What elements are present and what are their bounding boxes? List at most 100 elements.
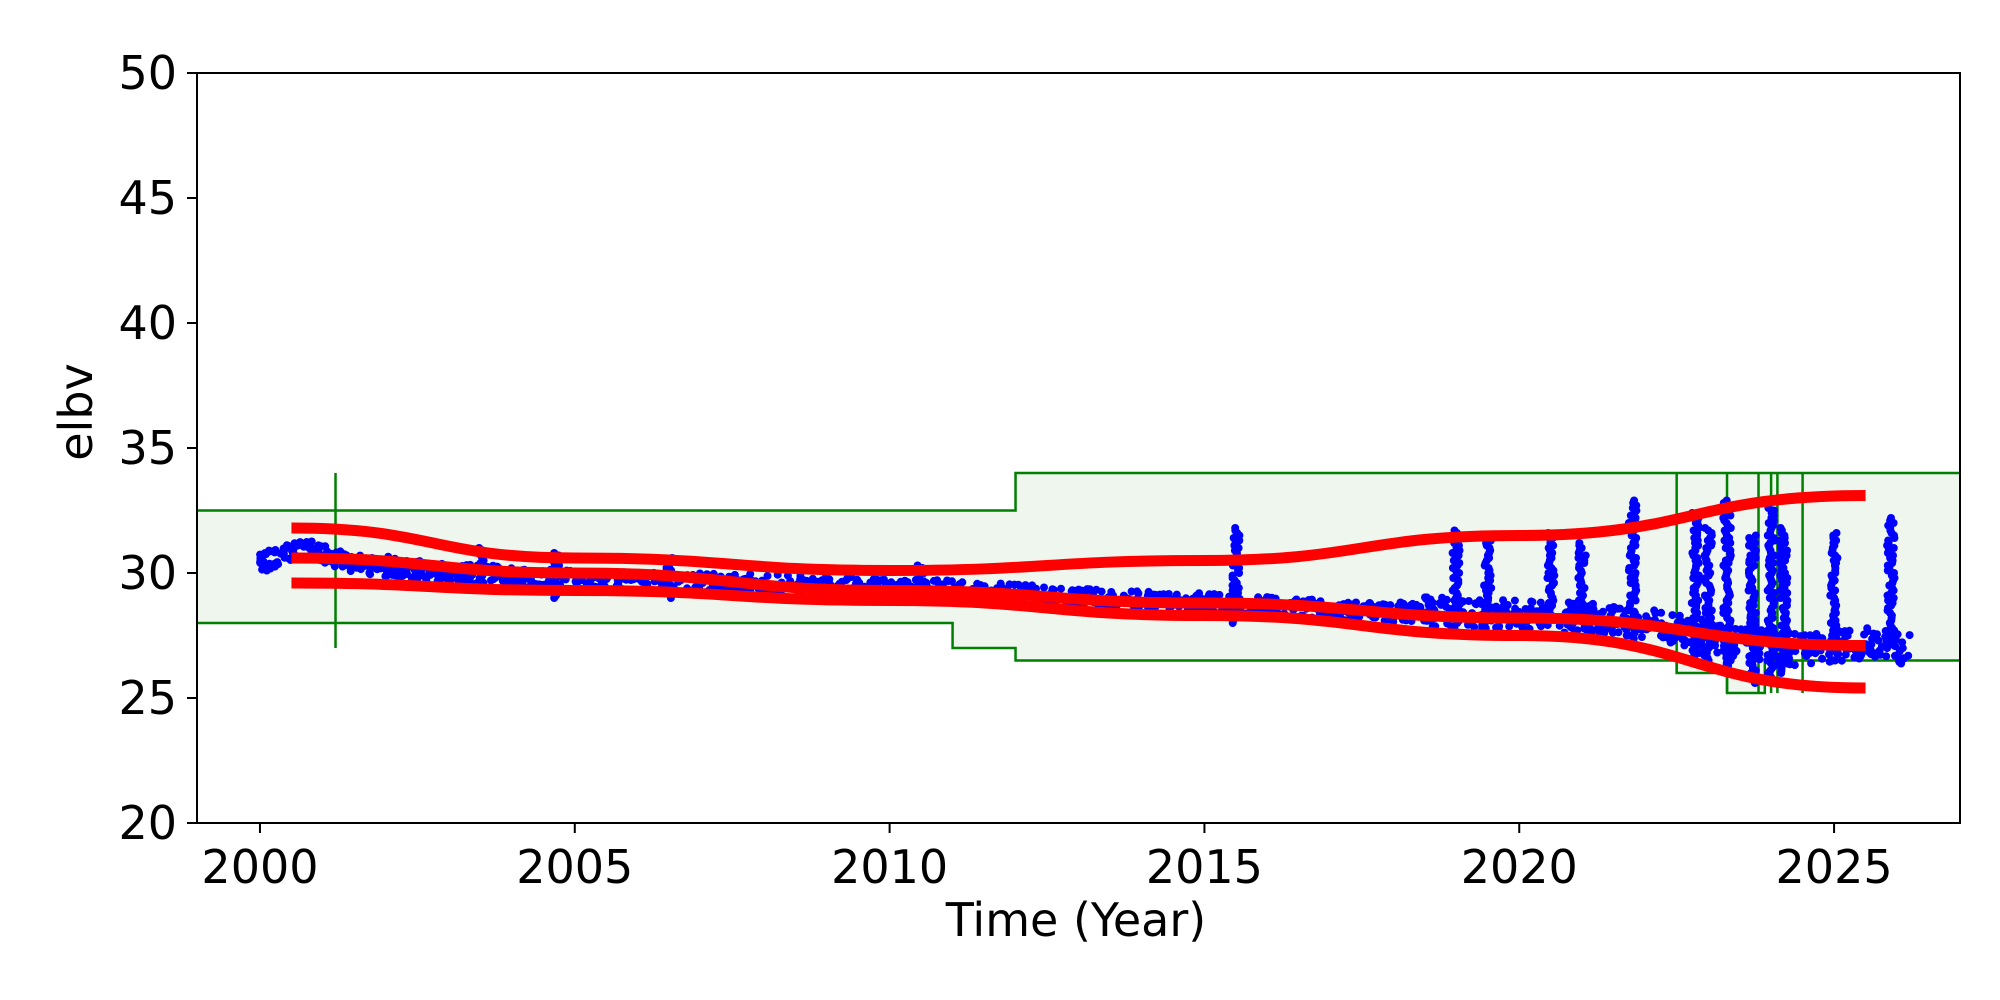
data-point xyxy=(1472,600,1481,609)
y-tick-label: 45 xyxy=(118,171,177,225)
data-point xyxy=(373,565,382,574)
fit-line-1 xyxy=(291,490,1866,577)
data-point xyxy=(1887,514,1895,522)
data-point xyxy=(1871,634,1880,643)
data-point xyxy=(1850,653,1859,662)
data-point xyxy=(1865,648,1873,656)
data-point xyxy=(929,576,938,585)
data-point xyxy=(1884,536,1893,545)
data-point xyxy=(1231,524,1240,532)
data-point xyxy=(1882,652,1891,661)
data-point xyxy=(1807,659,1816,668)
plot-frame xyxy=(196,72,1961,824)
data-point xyxy=(330,562,339,571)
data-point xyxy=(1668,611,1677,620)
data-point xyxy=(1511,604,1520,613)
data-point xyxy=(435,572,443,581)
data-point xyxy=(293,541,302,550)
data-point xyxy=(1632,554,1640,562)
data-point xyxy=(1790,661,1799,670)
data-point xyxy=(1826,657,1835,666)
data-point xyxy=(1586,625,1595,633)
data-point xyxy=(1800,631,1809,640)
data-point xyxy=(879,575,888,584)
y-axis-label: elbv xyxy=(49,363,103,461)
data-point xyxy=(1800,649,1809,658)
y-tick-label: 25 xyxy=(118,671,177,725)
data-point xyxy=(1521,605,1530,613)
data-point xyxy=(1905,631,1914,640)
x-axis-label: Time (Year) xyxy=(945,893,1206,947)
data-point xyxy=(1442,602,1451,611)
data-point xyxy=(1085,585,1094,594)
data-point xyxy=(1536,598,1545,607)
data-point xyxy=(1898,638,1907,647)
data-point xyxy=(853,575,862,584)
data-point xyxy=(1745,534,1754,542)
data-point xyxy=(763,571,772,580)
y-tick-label: 20 xyxy=(118,796,177,850)
data-point xyxy=(399,566,407,575)
data-point xyxy=(1581,551,1590,560)
data-point xyxy=(1676,616,1685,625)
y-tick-label: 35 xyxy=(118,421,177,475)
data-point xyxy=(1889,634,1898,642)
data-point xyxy=(1651,609,1660,618)
data-point xyxy=(1751,531,1760,540)
data-point xyxy=(299,542,308,551)
data-point xyxy=(1731,625,1740,633)
data-point xyxy=(1904,651,1913,660)
data-point xyxy=(1895,657,1903,665)
data-point xyxy=(1564,598,1573,607)
x-tick-label: 2015 xyxy=(1146,840,1263,894)
data-point xyxy=(1442,595,1451,604)
data-point xyxy=(259,562,268,570)
data-point xyxy=(1614,628,1623,637)
data-point xyxy=(1057,584,1065,593)
data-point xyxy=(1464,597,1473,605)
data-point xyxy=(1447,622,1456,631)
data-point xyxy=(1005,580,1014,589)
data-point xyxy=(366,565,375,574)
data-point xyxy=(1605,604,1614,613)
y-tick-label: 30 xyxy=(118,546,177,600)
data-point xyxy=(382,572,391,581)
data-point xyxy=(973,579,982,588)
y-tick-label: 40 xyxy=(118,296,177,350)
data-point xyxy=(1492,623,1501,632)
data-point xyxy=(1837,656,1846,665)
data-point xyxy=(1527,597,1536,606)
data-point xyxy=(1408,599,1417,608)
data-point xyxy=(280,553,289,562)
data-point xyxy=(1598,607,1607,616)
data-point xyxy=(1889,544,1898,552)
data-point xyxy=(614,579,623,588)
data-point xyxy=(586,578,595,587)
data-point xyxy=(307,537,316,546)
data-point xyxy=(1172,590,1181,599)
data-point xyxy=(1144,587,1153,596)
data-point xyxy=(1856,652,1865,661)
data-point xyxy=(1435,599,1444,608)
data-point xyxy=(1776,524,1785,532)
data-point xyxy=(1713,648,1722,657)
fit-line-3 xyxy=(291,577,1866,694)
data-point xyxy=(1134,589,1143,598)
data-point xyxy=(284,542,293,551)
data-point xyxy=(1630,496,1639,505)
data-point xyxy=(338,562,347,571)
data-point xyxy=(1642,612,1651,621)
data-point xyxy=(1040,583,1048,592)
data-point xyxy=(1668,637,1677,646)
data-point xyxy=(1386,601,1395,610)
data-point xyxy=(1470,623,1479,632)
data-point xyxy=(808,574,817,583)
data-point xyxy=(1594,627,1603,636)
data-point xyxy=(407,573,416,582)
x-tick-label: 2025 xyxy=(1776,840,1893,894)
data-point xyxy=(1631,569,1640,577)
data-point xyxy=(1235,564,1244,572)
data-point xyxy=(271,562,279,571)
data-point xyxy=(1860,630,1869,639)
